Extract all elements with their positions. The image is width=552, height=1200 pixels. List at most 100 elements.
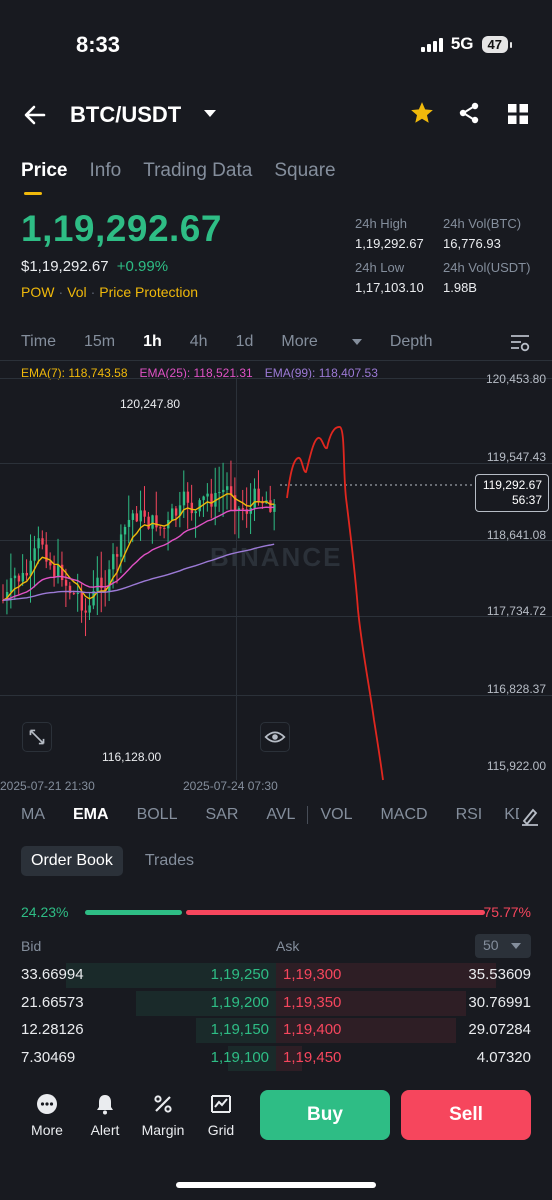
y-tick-label: 120,453.80 xyxy=(485,372,546,386)
sell-button[interactable]: Sell xyxy=(401,1090,531,1140)
interval-4h[interactable]: 4h xyxy=(189,333,208,350)
candle-body xyxy=(159,527,162,529)
depth-select[interactable]: 50 xyxy=(475,934,531,958)
more-button[interactable]: More xyxy=(22,1092,72,1138)
tag-price-protection[interactable]: Price Protection xyxy=(99,284,199,300)
indicator-tabs: MA EMA BOLL SAR AVL VOL MACD RSI KD xyxy=(21,806,526,824)
tab-info[interactable]: Info xyxy=(89,160,122,181)
y-tick-label: 115,922.00 xyxy=(486,759,546,773)
bid-ratio: 24.23% xyxy=(21,904,69,920)
candle-body xyxy=(135,513,139,522)
candle-body xyxy=(72,593,76,595)
candle-body xyxy=(37,538,40,549)
interval-1d[interactable]: 1d xyxy=(235,333,254,350)
candle-body xyxy=(49,561,52,566)
share-icon[interactable] xyxy=(457,101,481,125)
candle-body xyxy=(108,569,111,592)
y-tick-label: 119,547.43 xyxy=(486,450,546,464)
interval-time[interactable]: Time xyxy=(21,333,56,350)
interval-15m[interactable]: 15m xyxy=(83,333,116,350)
candle-body xyxy=(80,592,83,611)
battery-icon: 47 xyxy=(481,35,513,53)
order-book-row[interactable]: 21.66573 1,19,200 1,19,350 30.76991 xyxy=(0,990,552,1018)
eye-icon[interactable] xyxy=(260,722,290,752)
candle-body xyxy=(178,505,182,516)
alert-button[interactable]: Alert xyxy=(80,1092,130,1138)
candle-body xyxy=(151,515,154,529)
interval-more[interactable]: More xyxy=(281,333,362,351)
candle-body xyxy=(155,515,158,528)
pair-title[interactable]: BTC/USDT xyxy=(70,102,182,127)
ask-depth-bar xyxy=(276,1045,302,1071)
favorite-star-icon[interactable] xyxy=(409,100,435,126)
grid-button[interactable]: Grid xyxy=(196,1092,246,1138)
divider xyxy=(307,806,309,824)
grid-menu-icon[interactable] xyxy=(507,103,529,125)
chevron-down-icon[interactable] xyxy=(204,110,216,117)
tab-order-book[interactable]: Order Book xyxy=(21,846,123,876)
bid-header: Bid xyxy=(21,938,42,954)
candle-body xyxy=(222,489,225,493)
order-book-row[interactable]: 7.30469 1,19,100 1,19,450 4.07320 xyxy=(0,1045,552,1073)
candle-body xyxy=(45,544,48,562)
signal-icon xyxy=(420,36,443,52)
tab-price[interactable]: Price xyxy=(21,160,68,181)
depth-tab[interactable]: Depth xyxy=(389,333,433,350)
indicator-macd[interactable]: MACD xyxy=(380,806,428,823)
indicator-rsi[interactable]: RSI xyxy=(455,806,483,823)
candle-body xyxy=(84,610,87,613)
candle-body xyxy=(100,577,103,589)
chevron-down-icon xyxy=(511,943,521,949)
candle-body xyxy=(257,488,260,502)
indicator-boll[interactable]: BOLL xyxy=(136,806,178,823)
order-book-row[interactable]: 12.28126 1,19,150 1,19,400 29.07284 xyxy=(0,1017,552,1045)
candle-body xyxy=(229,486,233,496)
indicator-ma[interactable]: MA xyxy=(21,806,45,823)
tab-trading-data[interactable]: Trading Data xyxy=(143,160,253,181)
margin-button[interactable]: Margin xyxy=(138,1092,188,1138)
home-indicator xyxy=(176,1182,376,1188)
candle-body xyxy=(190,502,194,514)
last-price: 1,19,292.67 xyxy=(21,208,222,249)
candle-body xyxy=(29,560,32,576)
tag-pow[interactable]: POW xyxy=(21,284,55,300)
buy-button[interactable]: Buy xyxy=(260,1090,390,1140)
tab-trades[interactable]: Trades xyxy=(144,852,195,869)
bell-icon xyxy=(97,1095,113,1115)
candle-body xyxy=(147,516,150,529)
candle-body xyxy=(241,508,245,510)
candle-body xyxy=(233,495,237,512)
price-chart[interactable]: BINANCE 120,453.80 119,547.43 118,641.08… xyxy=(0,370,552,800)
candle-body xyxy=(269,500,272,512)
ema25-line xyxy=(2,506,275,601)
chart-settings-icon[interactable] xyxy=(510,334,530,352)
x-tick-label: 2025-07-21 21:30 xyxy=(0,779,95,793)
tab-square[interactable]: Square xyxy=(274,160,336,181)
tag-vol[interactable]: Vol xyxy=(67,284,87,300)
margin-percent-icon xyxy=(154,1095,172,1113)
bid-depth-bar xyxy=(136,990,276,1016)
order-book-row[interactable]: 33.66994 1,19,250 1,19,300 35.53609 xyxy=(0,962,552,990)
ema7-value: EMA(7): 118,743.58 xyxy=(21,366,128,380)
candle-body xyxy=(88,605,91,613)
candle-body xyxy=(245,509,249,514)
edit-indicator-icon[interactable] xyxy=(519,806,541,828)
interval-selector: Time 15m 1h 4h 1d More Depth xyxy=(21,333,461,351)
indicator-vol[interactable]: VOL xyxy=(320,806,353,823)
candle-body xyxy=(13,575,17,579)
tag-list: POW · Vol · Price Protection xyxy=(21,284,199,300)
interval-1h[interactable]: 1h xyxy=(143,333,162,350)
indicator-avl[interactable]: AVL xyxy=(266,806,296,823)
candlestick-plot xyxy=(2,426,474,781)
candle-body xyxy=(253,488,256,508)
y-tick-label: 118,641.08 xyxy=(486,528,546,542)
back-arrow-icon[interactable] xyxy=(22,102,48,128)
indicator-sar[interactable]: SAR xyxy=(205,806,239,823)
ask-depth-bar xyxy=(276,963,496,988)
expand-icon[interactable] xyxy=(22,722,52,752)
candle-body xyxy=(119,534,123,557)
candle-body xyxy=(139,510,142,522)
candle-body xyxy=(41,538,44,545)
indicator-ema[interactable]: EMA xyxy=(73,806,109,823)
bid-depth-bar xyxy=(196,1018,276,1043)
